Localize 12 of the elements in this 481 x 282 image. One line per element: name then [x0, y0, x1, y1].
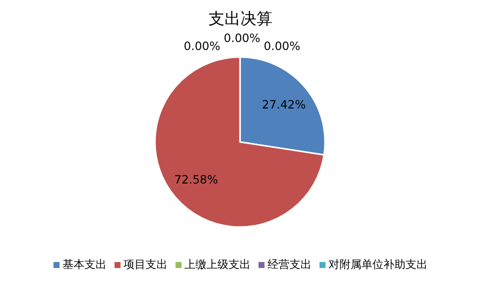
legend-label: 经营支出	[268, 258, 312, 271]
legend-label: 基本支出	[62, 258, 106, 271]
pie-slice	[154, 56, 325, 228]
text: 0.00%	[224, 31, 260, 45]
legend-label: 对附属单位补助支出	[328, 258, 428, 271]
legend-label: 上缴上级支出	[184, 258, 250, 271]
text: 0.00%	[184, 39, 220, 53]
chart-title: 支出决算	[208, 9, 272, 28]
legend-label: 项目支出	[124, 258, 168, 271]
data-label: 72.58%	[174, 172, 218, 187]
text: 0.00%	[264, 39, 300, 53]
data-label: 27.42%	[262, 97, 306, 112]
